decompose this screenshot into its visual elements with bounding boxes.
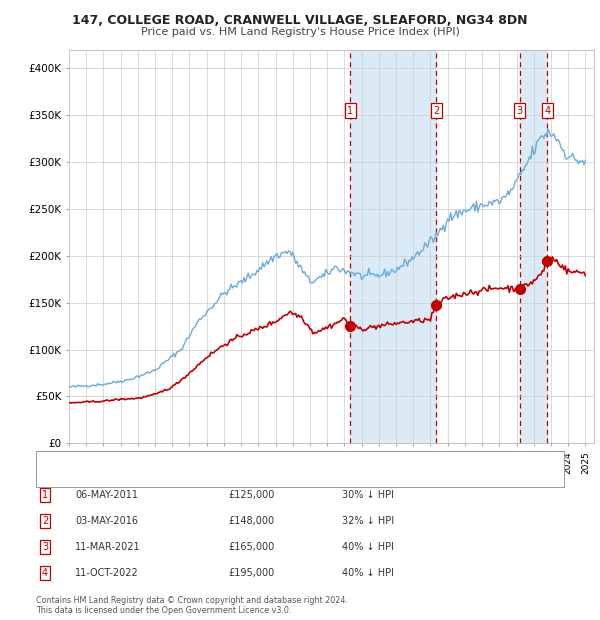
Bar xyxy=(350,50,436,443)
Text: 3: 3 xyxy=(42,542,48,552)
Text: £165,000: £165,000 xyxy=(228,542,274,552)
Text: £195,000: £195,000 xyxy=(228,568,274,578)
Text: 147, COLLEGE ROAD, CRANWELL VILLAGE, SLEAFORD, NG34 8DN (detached house): 147, COLLEGE ROAD, CRANWELL VILLAGE, SLE… xyxy=(83,456,461,465)
Text: 32% ↓ HPI: 32% ↓ HPI xyxy=(342,516,394,526)
Text: 3: 3 xyxy=(517,105,523,115)
Text: 40% ↓ HPI: 40% ↓ HPI xyxy=(342,542,394,552)
Text: 11-MAR-2021: 11-MAR-2021 xyxy=(75,542,140,552)
Bar xyxy=(520,50,547,443)
Text: 4: 4 xyxy=(42,568,48,578)
Text: 06-MAY-2011: 06-MAY-2011 xyxy=(75,490,138,500)
Text: HPI: Average price, detached house, North Kesteven: HPI: Average price, detached house, Nort… xyxy=(83,472,320,481)
Text: 2: 2 xyxy=(433,105,439,115)
Text: 2: 2 xyxy=(42,516,48,526)
Text: 40% ↓ HPI: 40% ↓ HPI xyxy=(342,568,394,578)
Text: 1: 1 xyxy=(347,105,353,115)
Text: Contains HM Land Registry data © Crown copyright and database right 2024.
This d: Contains HM Land Registry data © Crown c… xyxy=(36,596,348,615)
Text: 11-OCT-2022: 11-OCT-2022 xyxy=(75,568,139,578)
Text: 03-MAY-2016: 03-MAY-2016 xyxy=(75,516,138,526)
Text: Price paid vs. HM Land Registry's House Price Index (HPI): Price paid vs. HM Land Registry's House … xyxy=(140,27,460,37)
Text: 147, COLLEGE ROAD, CRANWELL VILLAGE, SLEAFORD, NG34 8DN: 147, COLLEGE ROAD, CRANWELL VILLAGE, SLE… xyxy=(72,14,528,27)
Text: 1: 1 xyxy=(42,490,48,500)
Text: £148,000: £148,000 xyxy=(228,516,274,526)
Text: £125,000: £125,000 xyxy=(228,490,274,500)
Text: 30% ↓ HPI: 30% ↓ HPI xyxy=(342,490,394,500)
Text: 4: 4 xyxy=(544,105,550,115)
